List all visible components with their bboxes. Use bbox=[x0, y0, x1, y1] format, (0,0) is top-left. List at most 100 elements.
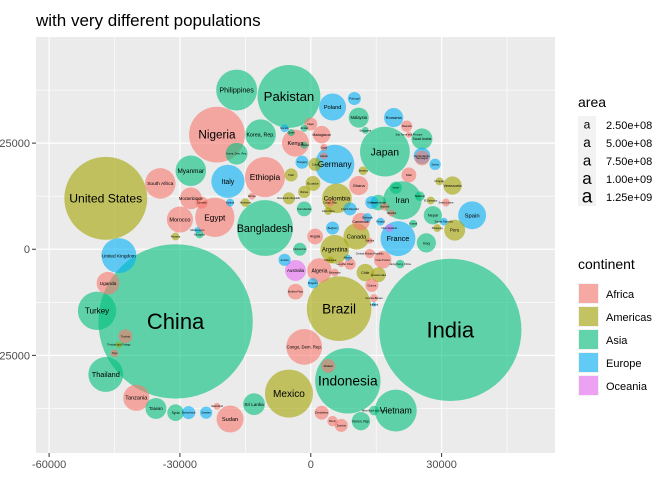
bubble-mexico bbox=[264, 369, 313, 418]
bubble-jordan bbox=[300, 124, 308, 132]
x-axis: -60000 -30000 0 30000 bbox=[32, 453, 457, 471]
legend-area: a 2.50e+08 a 5.00e+08 a 7.50e+08 a 1.00e+09 a 1.2… bbox=[578, 116, 652, 208]
legend-area-label: 1.25e+09 bbox=[606, 192, 652, 204]
bubble-label-jamaica: Jamaica bbox=[358, 169, 368, 173]
bubble-label-afghanistan: Afghanistan bbox=[293, 247, 307, 251]
legend-swatch-oceania bbox=[579, 376, 598, 395]
legend-continent-label: Americas bbox=[606, 312, 652, 324]
bubble-nepal bbox=[423, 206, 443, 225]
bubble-label-congo-dem-rep: Congo, Dem. Rep. bbox=[287, 344, 322, 349]
bubble-label-paraguay: Paraguay bbox=[432, 226, 444, 230]
y-tick-label: 25000 bbox=[0, 138, 30, 150]
legend-continent-label: Oceania bbox=[606, 381, 648, 393]
bubble-chile bbox=[356, 263, 375, 282]
bubble-label-togo: Togo bbox=[112, 351, 118, 355]
legend-continent-title: continent bbox=[578, 256, 635, 272]
bubble-trinidad-and-tobago bbox=[115, 341, 122, 348]
legend-area-glyph: a bbox=[582, 187, 593, 208]
bubble-label-iceland: Iceland bbox=[370, 302, 379, 306]
bubble-label-spain: Spain bbox=[465, 213, 480, 219]
bubble-label-brazil: Brazil bbox=[322, 301, 356, 316]
bubble-namibia bbox=[387, 209, 395, 217]
bubble-new-zealand bbox=[385, 224, 394, 232]
legend-swatch-asia bbox=[579, 330, 598, 349]
bubble-label-morocco: Morocco bbox=[169, 217, 190, 223]
bubble-afghanistan bbox=[293, 242, 307, 256]
bubble-gambia bbox=[366, 237, 373, 244]
bubble-denmark bbox=[363, 213, 372, 222]
bubble-label-korea-dem-rep: Korea, Dem. Rep. bbox=[226, 152, 247, 156]
bubble-label-cote-d-ivoire: Cote d'Ivoire bbox=[375, 258, 390, 262]
bubble-philippines bbox=[216, 69, 258, 111]
bubble-label-lebanon: Lebanon bbox=[299, 143, 310, 147]
bubble-ecuador bbox=[305, 176, 321, 191]
bubble-label-algeria: Algeria bbox=[312, 268, 328, 274]
bubble-label-united-kingdom: United Kingdom bbox=[102, 253, 136, 259]
legend-swatch-africa bbox=[579, 284, 598, 303]
bubble-el-salvador bbox=[426, 196, 435, 205]
bubble-argentina bbox=[320, 234, 350, 264]
bubble-label-czech-republic: Czech Republic bbox=[341, 207, 360, 211]
bubble-united-kingdom bbox=[101, 238, 137, 274]
bubble-label-finland: Finland bbox=[376, 220, 385, 224]
bubble-tunisia bbox=[118, 329, 133, 344]
bubble-bolivia bbox=[298, 185, 311, 199]
bubble-label-zimbabwe: Zimbabwe bbox=[315, 411, 329, 415]
bubble-label-italy: Italy bbox=[222, 179, 235, 186]
bubble-label-denmark: Denmark bbox=[362, 215, 373, 219]
bubble-spain bbox=[458, 201, 487, 230]
bubble-label-hungary: Hungary bbox=[297, 160, 308, 164]
bubble-label-united-states: United States bbox=[69, 192, 142, 206]
bubble-label-argentina: Argentina bbox=[322, 247, 348, 253]
bubble-label-jordan: Jordan bbox=[300, 126, 308, 130]
bubble-label-norway: Norway bbox=[280, 126, 289, 130]
bubble-taiwan bbox=[145, 397, 167, 419]
legend-swatch-europe bbox=[579, 353, 598, 372]
legend-area-label: 1.00e+09 bbox=[606, 174, 652, 186]
bubble-label-madagascar: Madagascar bbox=[313, 133, 332, 137]
bubble-label-guinea: Guinea bbox=[367, 283, 376, 287]
bubble-label-ghana: Ghana bbox=[353, 183, 366, 188]
bubble-rwanda bbox=[401, 120, 413, 132]
legend-area-label: 5.00e+08 bbox=[606, 138, 652, 150]
bubble-india bbox=[379, 258, 522, 401]
bubble-label-belgium: Belgium bbox=[328, 226, 339, 230]
bubble-label-iraq: Iraq bbox=[423, 240, 430, 245]
bubble-portugal bbox=[347, 92, 361, 106]
bubble-eritrea bbox=[248, 192, 256, 200]
chart-title: with very different populations bbox=[35, 11, 261, 30]
bubble-hungary bbox=[295, 155, 309, 169]
bubble-syria bbox=[167, 404, 184, 421]
bubble-yemen-rep bbox=[351, 412, 371, 431]
legend-area-label: 2.50e+08 bbox=[606, 120, 652, 132]
bubble-singapore bbox=[361, 126, 369, 134]
bubble-label-mexico: Mexico bbox=[273, 389, 305, 400]
bubble-label-china: China bbox=[147, 309, 205, 334]
bubble-zimbabwe bbox=[314, 405, 329, 420]
bubble-label-nicaragua: Nicaragua bbox=[324, 258, 336, 262]
bubble-sri-lanka bbox=[243, 393, 265, 416]
bubble-label-burkina-faso: Burkina Faso bbox=[288, 290, 304, 294]
bubble-algeria bbox=[307, 258, 332, 283]
legend-swatch-americas bbox=[579, 307, 598, 326]
x-tick-label: -60000 bbox=[32, 459, 66, 471]
bubble-malawi bbox=[321, 359, 336, 373]
bubble-peru bbox=[444, 219, 466, 241]
bubble-label-kazakhstan: Kazakhstan bbox=[371, 201, 387, 205]
bubble-guinea bbox=[365, 278, 379, 292]
bubble-label-nigeria: Nigeria bbox=[198, 129, 236, 142]
bubble-swaziland bbox=[213, 402, 221, 410]
bubble-malaysia bbox=[348, 107, 369, 128]
bubble-congo-rep bbox=[326, 198, 335, 207]
legend-area-glyph: a bbox=[582, 169, 592, 188]
bubble-poland bbox=[319, 93, 347, 121]
bubble-angola bbox=[307, 228, 323, 245]
bubble-label-korea-rep: Korea, Rep. bbox=[246, 132, 274, 138]
bubble-oman bbox=[287, 129, 295, 136]
bubble-romania bbox=[384, 108, 404, 128]
bubble-lesotho bbox=[338, 261, 345, 268]
bubble-montenegro bbox=[194, 227, 201, 234]
bubble-label-botswana: Botswana bbox=[329, 271, 341, 275]
bubble-label-portugal: Portugal bbox=[349, 97, 360, 101]
bubble-burundi bbox=[380, 202, 389, 211]
